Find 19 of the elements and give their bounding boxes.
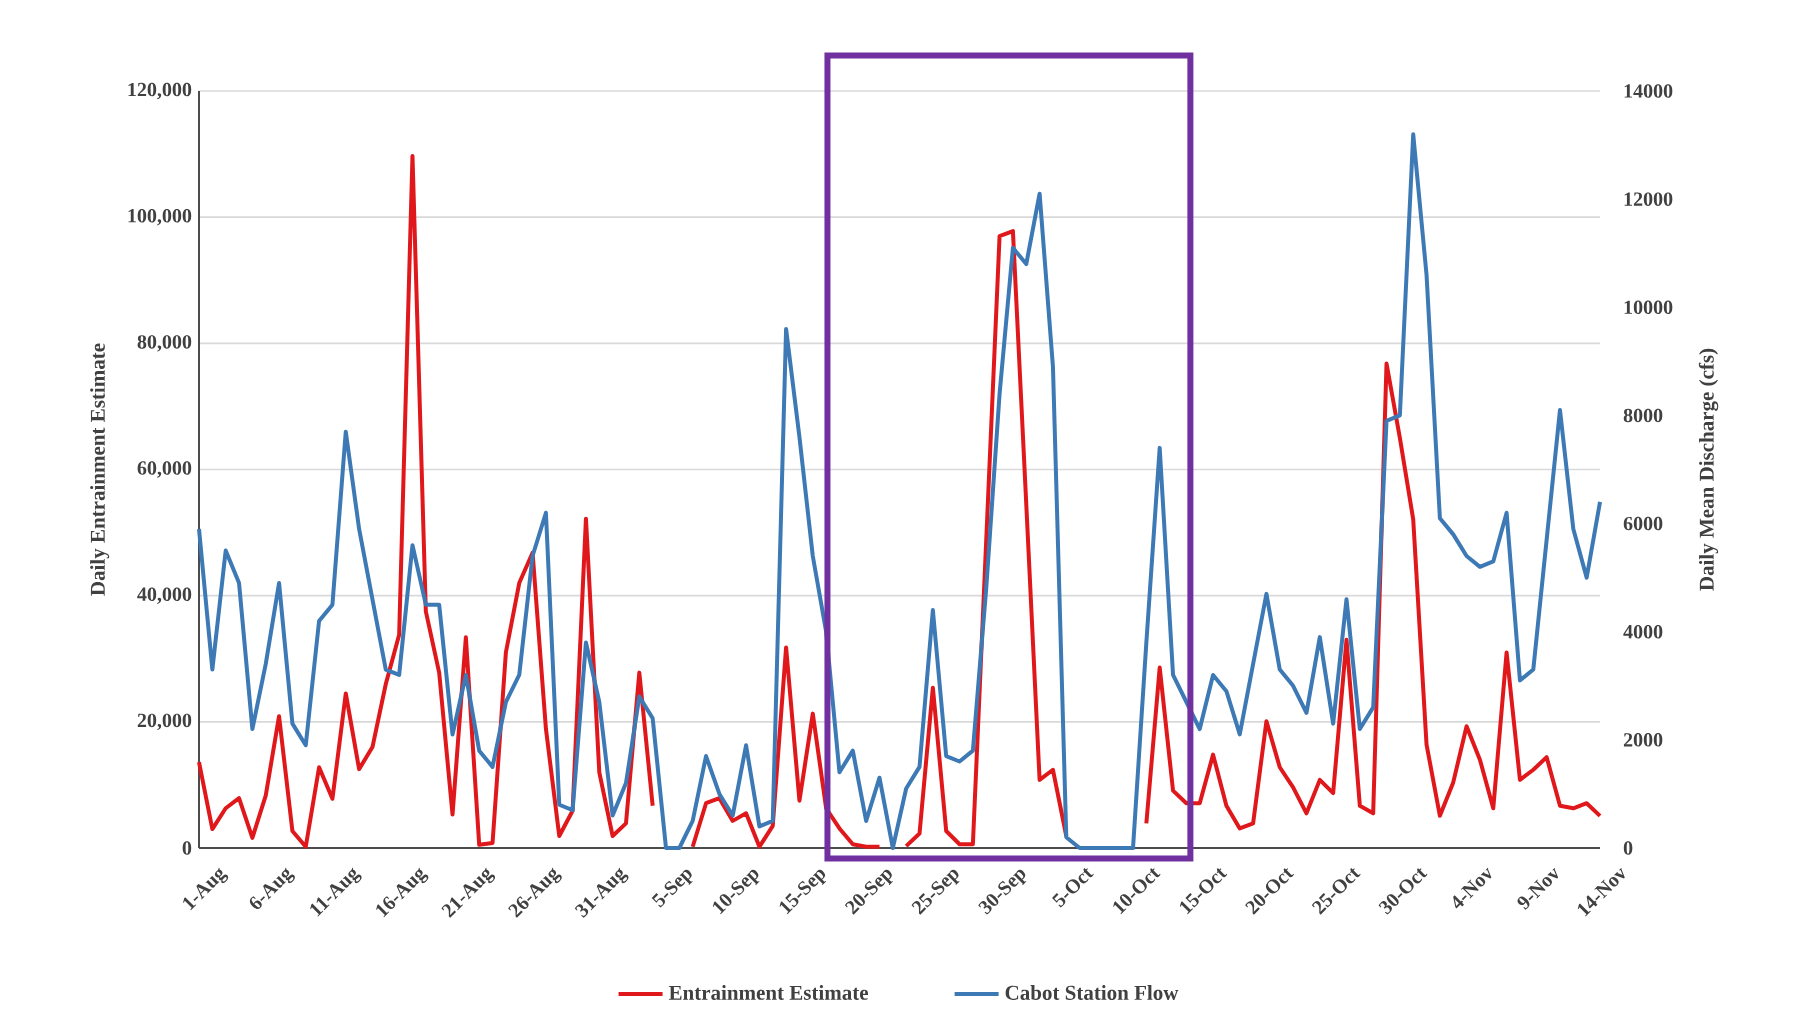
legend-label: Entrainment Estimate bbox=[668, 985, 869, 1000]
y-tick-label: 40,000 bbox=[137, 587, 192, 604]
y-tick-label: 60,000 bbox=[137, 461, 192, 478]
y-tick-label: 20,000 bbox=[137, 713, 192, 731]
y2-axis-title: Daily Mean Discharge (cfs) bbox=[1698, 348, 1719, 591]
y-tick-label: 80,000 bbox=[137, 335, 192, 352]
legend-label: Cabot Station Flow bbox=[1005, 985, 1179, 1000]
y-tick-label: 120,000 bbox=[128, 82, 192, 100]
y2-tick-label: 6000 bbox=[1623, 516, 1663, 531]
y2-tick-label: 2000 bbox=[1623, 733, 1663, 747]
y-tick-label: 0 bbox=[182, 841, 192, 855]
y2-tick-label: 8000 bbox=[1623, 408, 1663, 423]
y-axis-title: Daily Entrainment Estimate bbox=[90, 343, 110, 596]
y2-tick-label: 12000 bbox=[1624, 192, 1673, 206]
y2-tick-label: 0 bbox=[1623, 841, 1633, 855]
y2-tick-label: 10000 bbox=[1624, 300, 1673, 315]
y2-tick-label: 14000 bbox=[1624, 84, 1673, 98]
y2-tick-label: 4000 bbox=[1623, 624, 1663, 639]
y-tick-label: 100,000 bbox=[128, 208, 192, 226]
